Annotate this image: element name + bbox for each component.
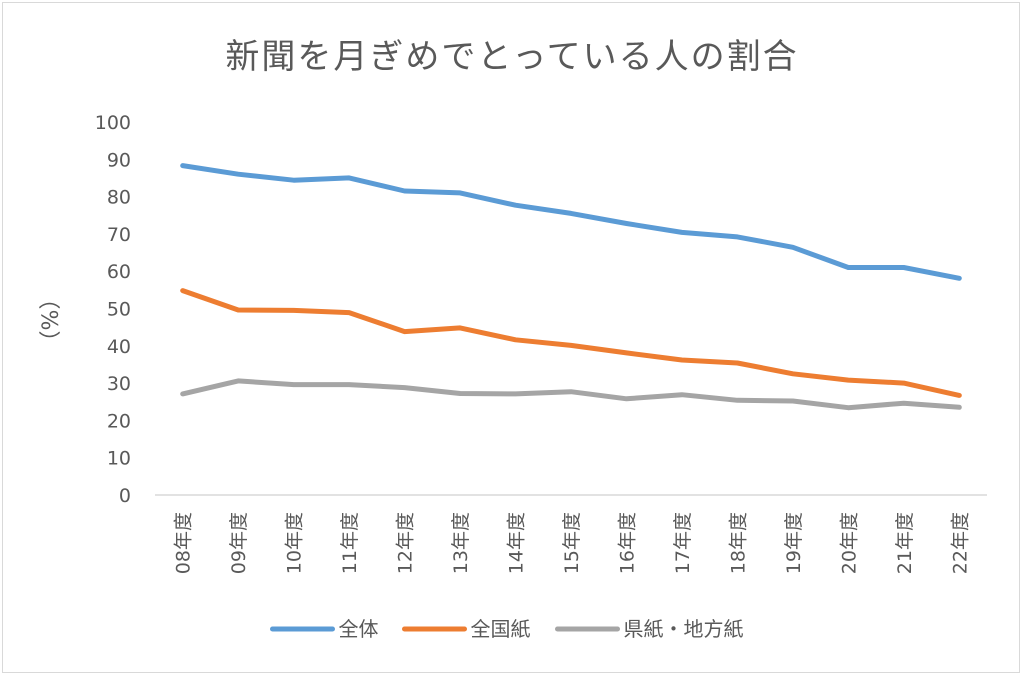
series-line-2 bbox=[180, 288, 962, 398]
x-tick-label: 19年度 bbox=[783, 512, 805, 574]
series-line-1 bbox=[180, 163, 962, 281]
y-tick-label: 70 bbox=[107, 224, 131, 246]
series-line-3 bbox=[180, 378, 962, 411]
y-tick-label: 30 bbox=[107, 373, 131, 395]
y-tick-label: 60 bbox=[107, 261, 131, 283]
y-axis-label: （%） bbox=[39, 288, 64, 353]
x-tick-label: 22年度 bbox=[949, 512, 971, 574]
x-tick-label: 09年度 bbox=[228, 512, 250, 574]
legend-label-2: 全国紙 bbox=[471, 617, 531, 641]
x-tick-label: 12年度 bbox=[395, 512, 417, 574]
x-tick-label: 18年度 bbox=[727, 512, 749, 574]
x-tick-label: 20年度 bbox=[838, 512, 860, 574]
x-tick-label: 13年度 bbox=[450, 512, 472, 574]
y-tick-label: 50 bbox=[107, 299, 131, 321]
x-tick-label: 11年度 bbox=[339, 512, 361, 574]
y-tick-label: 90 bbox=[107, 149, 131, 171]
x-tick-label: 10年度 bbox=[284, 512, 306, 574]
series-layer bbox=[180, 163, 962, 411]
x-tick-label: 08年度 bbox=[173, 512, 195, 574]
x-tick-label: 15年度 bbox=[561, 512, 583, 574]
legend-label-3: 県紙・地方紙 bbox=[624, 617, 744, 641]
y-tick-label: 80 bbox=[107, 187, 131, 209]
y-tick-label: 100 bbox=[95, 112, 131, 134]
x-axis-ticks: 08年度 09年度 10年度 11年度 12年度 13年度 14年度 15年度 16年度 17年度… bbox=[173, 512, 972, 574]
x-tick-label: 17年度 bbox=[672, 512, 694, 574]
x-tick-label: 16年度 bbox=[616, 512, 638, 574]
y-tick-label: 0 bbox=[119, 485, 131, 507]
y-axis-ticks: 0 10 20 30 40 50 60 70 80 90 100 bbox=[95, 112, 131, 507]
y-tick-label: 40 bbox=[107, 336, 131, 358]
x-tick-label: 21年度 bbox=[894, 512, 916, 574]
legend-label-1: 全体 bbox=[339, 617, 379, 641]
chart-title: 新聞を月ぎめでとっている人の割合 bbox=[225, 37, 798, 77]
x-tick-label: 14年度 bbox=[506, 512, 528, 574]
legend: 全体 全国紙 県紙・地方紙 bbox=[270, 617, 744, 641]
y-tick-label: 10 bbox=[107, 448, 131, 470]
y-tick-label: 20 bbox=[107, 410, 131, 432]
